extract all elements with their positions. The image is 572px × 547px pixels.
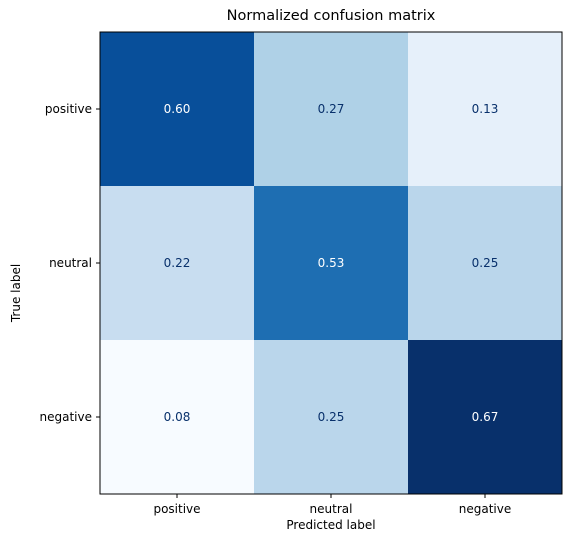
x-axis-label: Predicted label bbox=[286, 518, 376, 532]
heatmap-cell bbox=[254, 186, 409, 341]
y-tick-label: positive bbox=[45, 102, 92, 116]
x-tick-label: positive bbox=[153, 502, 200, 516]
chart-title: Normalized confusion matrix bbox=[226, 8, 436, 24]
heatmap-cell bbox=[254, 32, 409, 187]
heatmap-cell bbox=[100, 32, 255, 187]
cell-value-label: 0.25 bbox=[472, 256, 499, 270]
heatmap-cell bbox=[254, 340, 409, 495]
heatmap-cell bbox=[100, 186, 255, 341]
cell-value-label: 0.08 bbox=[164, 410, 191, 424]
cell-value-label: 0.25 bbox=[318, 410, 345, 424]
y-axis-label: True label bbox=[9, 263, 23, 323]
heatmap-cell bbox=[100, 340, 255, 495]
cell-value-label: 0.67 bbox=[472, 410, 499, 424]
x-tick-label: neutral bbox=[310, 502, 353, 516]
x-tick-label: negative bbox=[459, 502, 511, 516]
y-tick-label: negative bbox=[40, 410, 92, 424]
heatmap-cell bbox=[408, 340, 563, 495]
heatmap-cell bbox=[408, 32, 563, 187]
cell-value-label: 0.53 bbox=[318, 256, 345, 270]
heatmap-cell bbox=[408, 186, 563, 341]
cell-value-label: 0.27 bbox=[318, 102, 345, 116]
cell-value-label: 0.13 bbox=[472, 102, 499, 116]
y-tick-label: neutral bbox=[49, 256, 92, 270]
cell-value-label: 0.60 bbox=[164, 102, 191, 116]
cell-value-label: 0.22 bbox=[164, 256, 191, 270]
